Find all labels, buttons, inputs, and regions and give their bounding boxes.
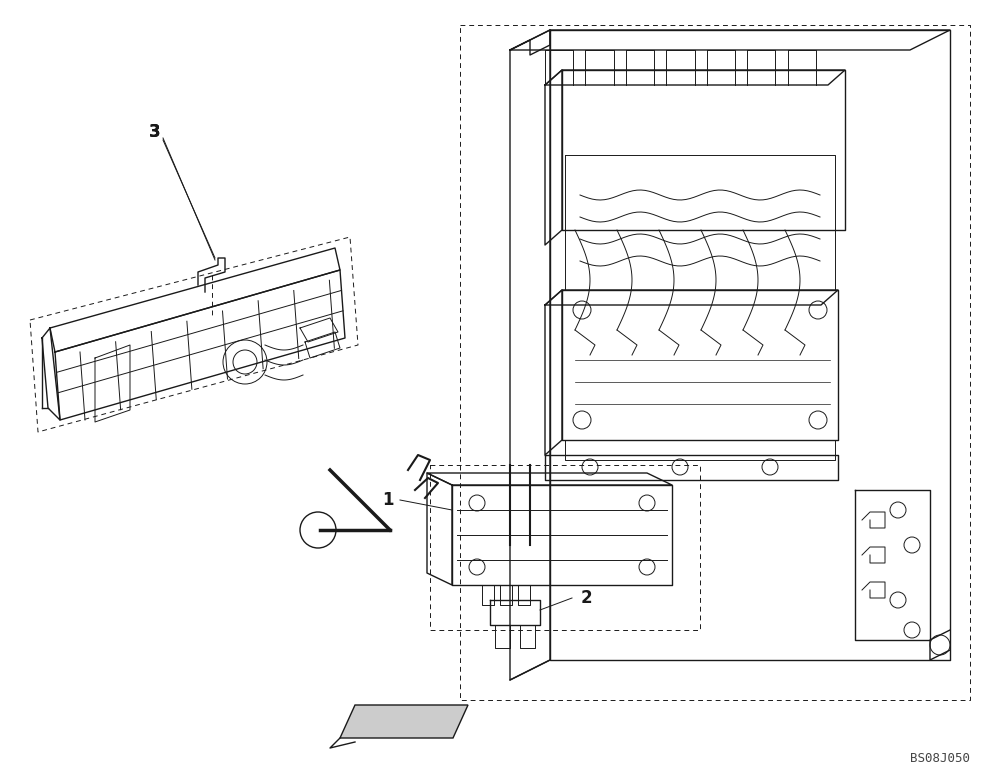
Text: 1: 1 xyxy=(382,491,394,509)
Text: 2: 2 xyxy=(580,589,592,607)
Polygon shape xyxy=(340,705,468,738)
Text: BS08J050: BS08J050 xyxy=(910,752,970,765)
Text: 3: 3 xyxy=(149,123,161,141)
Text: 3: 3 xyxy=(149,123,161,141)
